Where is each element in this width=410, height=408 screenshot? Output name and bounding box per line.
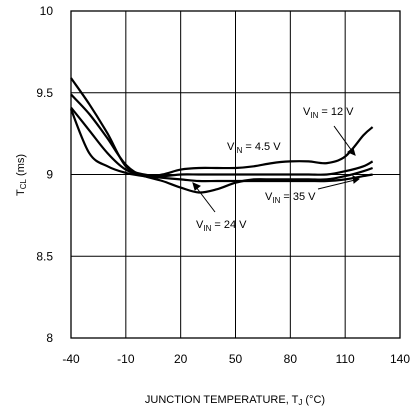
annotation-vin-24v: VIN = 24 V bbox=[196, 219, 247, 233]
arrow-vin-35v bbox=[317, 179, 356, 190]
x-axis-title: JUNCTION TEMPERATURE, TJ (°C) bbox=[145, 394, 325, 407]
x-tick-labels: -40 -10 20 50 80 110 140 bbox=[62, 352, 410, 366]
plot-frame bbox=[70, 10, 401, 339]
arrowhead-vin-12v bbox=[347, 147, 356, 156]
series-vin-12v bbox=[70, 77, 374, 178]
y-tick-labels: 8 8.5 9 9.5 10 bbox=[36, 4, 53, 345]
series-vin-35v bbox=[69, 108, 373, 183]
arrow-vin-24v bbox=[195, 186, 216, 213]
x-tick-label: -10 bbox=[117, 352, 135, 366]
y-axis-title: TCL (ms) bbox=[15, 154, 28, 196]
y-tick-label: 9.5 bbox=[36, 86, 53, 100]
arrowhead-vin-35v bbox=[352, 175, 360, 184]
annotation-vin-12v: VIN = 12 V bbox=[303, 106, 354, 120]
y-tick-label: 10 bbox=[40, 4, 54, 18]
x-tick-label: 140 bbox=[390, 352, 410, 366]
y-tick-label: 8.5 bbox=[36, 249, 53, 263]
x-tick-label: 50 bbox=[229, 352, 243, 366]
y-tick-label: 8 bbox=[46, 331, 53, 345]
series-layer bbox=[69, 77, 374, 194]
x-tick-label: 20 bbox=[174, 352, 188, 366]
y-tick-label: 9 bbox=[46, 168, 53, 182]
arrowhead-vin-24v bbox=[192, 182, 201, 191]
annotation-arrows bbox=[192, 125, 360, 213]
x-tick-label: 110 bbox=[336, 352, 355, 366]
arrow-vin-12v bbox=[333, 125, 353, 152]
series-vin-24v bbox=[70, 106, 373, 194]
annotation-vin-4-5v: VIN = 4.5 V bbox=[227, 141, 281, 155]
annotation-vin-35v: VIN = 35 V bbox=[265, 191, 316, 205]
x-tick-label: 80 bbox=[284, 352, 298, 366]
x-tick-label: -40 bbox=[62, 352, 80, 366]
